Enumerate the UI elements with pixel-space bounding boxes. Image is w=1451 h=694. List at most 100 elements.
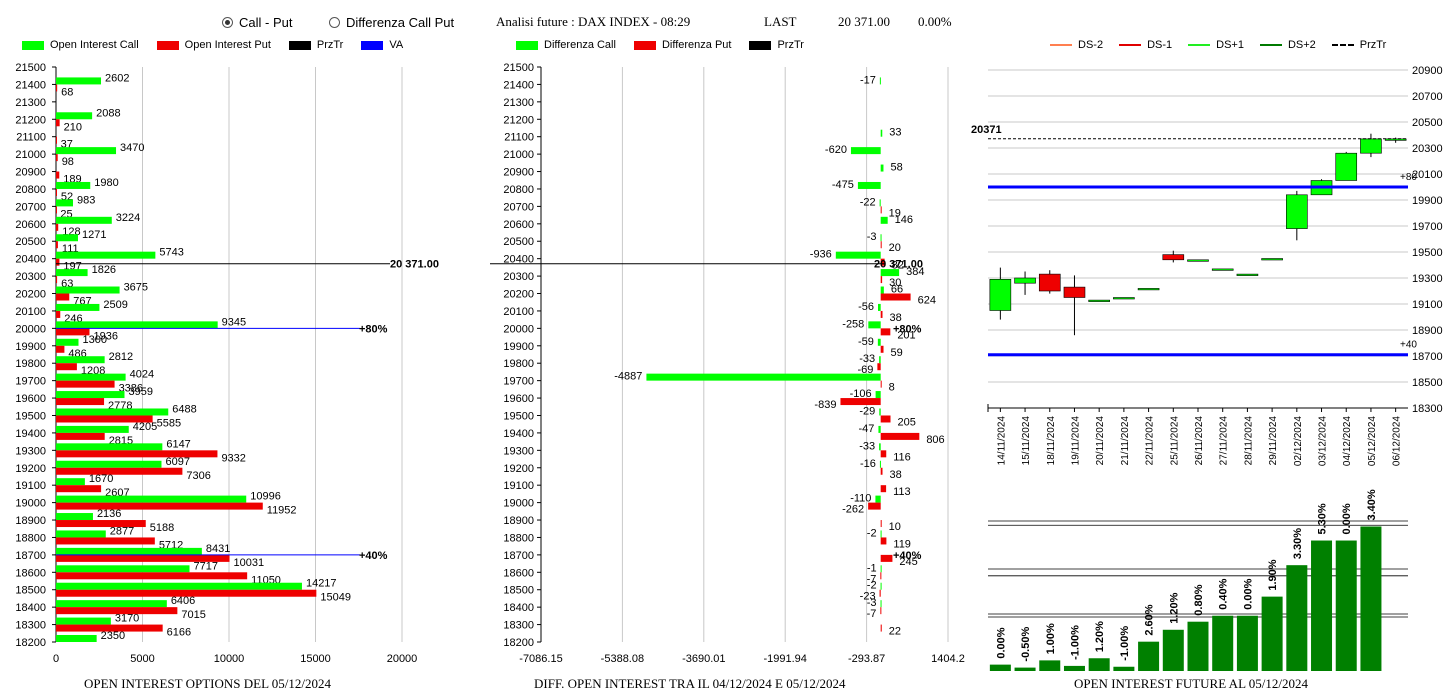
put-bar <box>56 154 58 162</box>
call-bar <box>56 251 156 259</box>
diff-call-label: -2 <box>867 527 877 539</box>
last-value: 20 371.00 <box>838 14 890 29</box>
x-tick-label: 19/11/2024 <box>1070 416 1081 466</box>
diff-put-bar <box>880 432 920 440</box>
diff-call-bar <box>879 408 881 416</box>
call-bar <box>56 234 78 242</box>
diff-call-bar <box>880 216 888 224</box>
oi-future-bar <box>1014 667 1036 671</box>
x-tick-label: -1991.94 <box>763 653 806 664</box>
radio-differenza[interactable]: Differenza Call Put <box>329 15 454 30</box>
oi-future-label: 3.30% <box>1292 528 1304 559</box>
diff-call-bar <box>877 338 881 346</box>
put-value-label: 15049 <box>320 592 351 604</box>
oi-future-bar <box>1286 565 1308 671</box>
x-tick-label: 25/11/2024 <box>1169 416 1180 466</box>
diff-open-interest-chart: -7086.15 -5388.08 -3690.01 -1991.94 -293.87 1… <box>490 62 965 664</box>
legend-diff-przTr: PrzTr <box>749 39 804 51</box>
diff-put-bar <box>868 502 881 510</box>
put-bar <box>56 398 105 406</box>
call-value-label: 2602 <box>105 72 129 84</box>
call-bar <box>56 547 202 555</box>
put-value-label: 10031 <box>234 557 265 569</box>
diff-put-bar <box>879 589 881 597</box>
y-tick-label: 18500 <box>15 585 46 597</box>
call-value-label: 3675 <box>124 282 148 294</box>
y-tick-label: 21100 <box>16 132 46 144</box>
y-tick-label: 20300 <box>503 271 534 283</box>
call-bar <box>56 181 91 189</box>
put-bar <box>56 554 230 562</box>
put-bar <box>56 258 60 266</box>
candle-body <box>1335 152 1358 181</box>
call-value-label: 1300 <box>82 334 106 346</box>
call-bar <box>56 373 126 381</box>
va-label: +40% <box>359 550 388 562</box>
diff-put-bar <box>880 554 893 562</box>
put-bar <box>56 502 263 510</box>
y-tick-label: 20700 <box>15 201 46 213</box>
y-tick-label: 18900 <box>503 515 534 527</box>
y-tick-label: 19100 <box>15 480 46 492</box>
put-value-label: 6166 <box>167 627 191 639</box>
radio-call-put[interactable]: Call - Put <box>222 15 292 30</box>
diff-put-bar <box>880 537 887 545</box>
diff-put-label: 116 <box>893 451 911 463</box>
put-bar <box>56 607 178 615</box>
diff-call-bar <box>835 251 881 259</box>
call-bar <box>56 425 129 433</box>
footer-diff: DIFF. OPEN INTEREST TRA IL 04/12/2024 E … <box>534 676 846 691</box>
y-tick-label: 21200 <box>15 114 46 126</box>
call-value-label: 10996 <box>250 491 281 503</box>
diff-call-label: -16 <box>860 458 876 470</box>
last-change: 0.00% <box>918 14 952 29</box>
footer-future: OPEN INTEREST FUTURE AL 05/12/2024 <box>1074 676 1309 691</box>
put-bar <box>56 223 59 231</box>
y-tick-label: 20700 <box>503 201 534 213</box>
diff-call-label: -33 <box>859 353 875 365</box>
oi-future-label: -1.00% <box>1069 625 1081 660</box>
diff-put-label: 806 <box>926 434 944 446</box>
candle-body <box>1187 259 1209 262</box>
diff-put-bar <box>880 520 882 528</box>
legend-future: DS-2 DS-1 DS+1 DS+2 PrzTr <box>1050 39 1386 51</box>
legend-ds-1: DS-1 <box>1119 39 1172 51</box>
oi-future-bar <box>1335 540 1357 671</box>
diff-put-bar <box>880 345 884 353</box>
y-tick-label: 19400 <box>15 428 46 440</box>
diff-call-label: -1 <box>867 562 877 574</box>
diff-call-bar <box>880 129 883 137</box>
put-value-label: 7015 <box>181 609 205 621</box>
va-label: +40% <box>893 550 922 562</box>
oi-future-label: 1.20% <box>1168 592 1180 623</box>
y-tick-label: 20000 <box>503 323 534 335</box>
candle-body <box>1211 268 1234 271</box>
put-bar <box>56 624 163 632</box>
diff-call-bar <box>879 356 881 364</box>
oi-future-bar <box>1088 658 1110 671</box>
call-value-label: 3959 <box>128 386 152 398</box>
oi-future-label: -1.00% <box>1119 626 1131 661</box>
y-tick-label: 19900 <box>15 341 46 353</box>
diff-put-label: -23 <box>860 591 876 603</box>
y-tick-label: 19100 <box>503 480 534 492</box>
diff-call-label: -22 <box>860 196 876 208</box>
diff-put-label: 19 <box>889 207 901 219</box>
y-tick-label: 20400 <box>15 254 46 266</box>
call-value-label: 3470 <box>120 142 144 154</box>
call-value-label: 2812 <box>109 351 133 363</box>
diff-put-label: 205 <box>898 416 916 428</box>
y-tick-label: 18700 <box>15 550 46 562</box>
y-tick-label: 20100 <box>1412 169 1443 181</box>
oi-future-label: 1.90% <box>1267 559 1279 590</box>
x-tick-label: 26/11/2024 <box>1194 416 1205 466</box>
y-tick-label: 18300 <box>1412 403 1443 415</box>
y-tick-label: 18700 <box>503 550 534 562</box>
last-label: LAST <box>764 14 797 29</box>
oi-future-label: 1.00% <box>1045 623 1057 654</box>
candle-body <box>1162 254 1185 261</box>
diff-put-bar <box>880 241 882 249</box>
diff-call-bar <box>646 373 881 381</box>
diff-put-bar <box>880 415 891 423</box>
y-tick-label: 18800 <box>503 532 534 544</box>
